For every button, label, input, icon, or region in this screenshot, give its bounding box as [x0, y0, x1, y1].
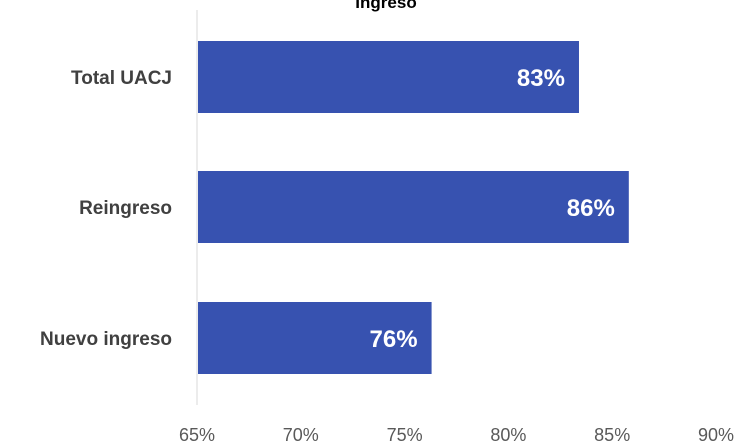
data-label-total-uacj: 83% — [517, 65, 565, 92]
x-tick-label: 85% — [594, 425, 630, 443]
category-label-nuevo-ingreso: Nuevo ingreso — [40, 329, 172, 350]
category-labels-group: Total UACJ Reingreso Nuevo ingreso — [40, 68, 172, 350]
x-tick-label: 80% — [490, 425, 526, 443]
category-label-reingreso: Reingreso — [79, 198, 172, 219]
bar-reingreso — [198, 171, 629, 243]
x-tick-label: 75% — [387, 425, 423, 443]
bars-group: 83% 86% 76% — [198, 41, 629, 374]
bar-total-uacj — [198, 41, 579, 113]
x-tick-labels-group: 65% 70% 75% 80% 85% 90% — [179, 425, 734, 443]
data-label-reingreso: 86% — [567, 195, 615, 222]
data-label-nuevo-ingreso: 76% — [370, 326, 418, 353]
category-label-total-uacj: Total UACJ — [71, 68, 172, 89]
x-tick-label: 70% — [283, 425, 319, 443]
x-tick-label: 90% — [698, 425, 734, 443]
x-tick-label: 65% — [179, 425, 215, 443]
bar-nuevo-ingreso — [198, 302, 432, 374]
chart-title: Ingreso — [355, 0, 416, 12]
